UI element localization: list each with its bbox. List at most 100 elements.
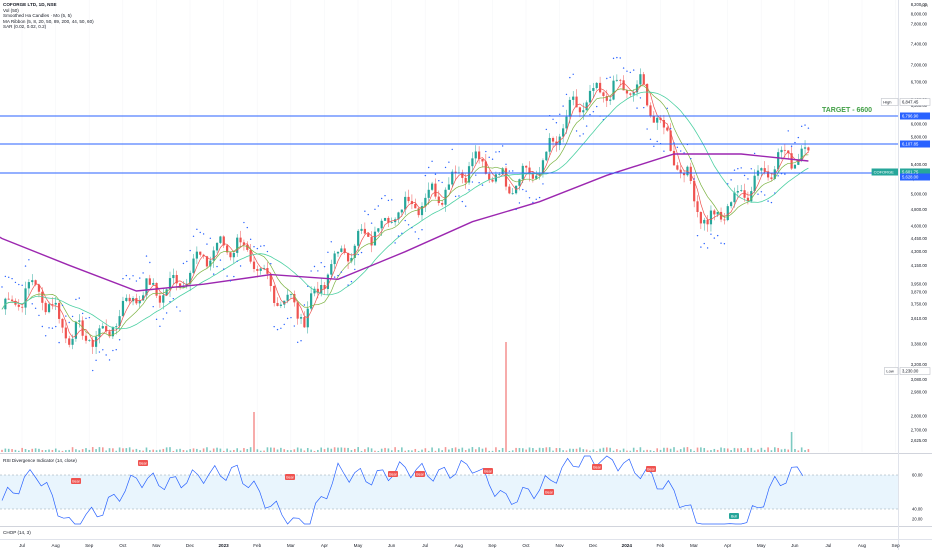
candle-body xyxy=(750,191,753,202)
time-tick: Jul xyxy=(19,543,25,548)
candle-body xyxy=(219,236,222,243)
volume-bar xyxy=(807,449,810,452)
volume-bar xyxy=(179,448,181,452)
volume-bar xyxy=(192,448,195,452)
sar-dot xyxy=(280,327,282,330)
volume-bar xyxy=(767,447,769,452)
price-axis[interactable]: 8,200.00 8,000.00 7,800.00 7,400.00 7,000.00… xyxy=(911,2,928,443)
candle-body xyxy=(209,260,212,267)
candle-body xyxy=(142,295,145,301)
sar-dot xyxy=(666,107,668,109)
sar-dot xyxy=(643,106,645,109)
time-tick: Nov xyxy=(152,543,161,548)
time-tick: Jul xyxy=(825,543,831,548)
sar-dot xyxy=(380,197,383,200)
sar-dot xyxy=(538,196,541,199)
volume-bar xyxy=(397,450,400,452)
volume-bar xyxy=(380,448,383,452)
legend-ma-ribbon[interactable]: MA Ribbon (5, 8, 20, 50, 89, 200, 44, 50… xyxy=(3,18,94,24)
sar-dot xyxy=(233,275,235,278)
candle-body xyxy=(10,299,14,301)
volume-bar xyxy=(642,450,645,452)
volume-bar xyxy=(797,450,800,452)
volume-bar xyxy=(619,450,622,452)
volume-bar xyxy=(118,447,121,452)
volume-bar xyxy=(663,447,665,452)
time-tick: Oct xyxy=(119,543,127,548)
volume-bar xyxy=(653,450,655,452)
volume-bar xyxy=(374,450,376,452)
volume-bar xyxy=(565,450,568,452)
sar-dot xyxy=(128,278,131,280)
candle-body xyxy=(259,268,262,271)
candle-body xyxy=(545,151,548,161)
candle-body xyxy=(602,92,605,96)
candle-body xyxy=(666,127,669,131)
volume-bar xyxy=(612,450,615,452)
volume-bar xyxy=(673,447,675,452)
volume-bar xyxy=(132,449,134,452)
sar-dot xyxy=(552,118,554,120)
candle-body xyxy=(303,317,306,328)
sar-dot xyxy=(179,310,181,312)
rsi-line xyxy=(1,455,804,525)
sar-dot xyxy=(165,312,168,314)
sar-dot xyxy=(55,325,57,328)
candle-body xyxy=(111,326,114,337)
chop-title[interactable]: CHOP (14, 3) xyxy=(3,530,31,535)
candle-body xyxy=(370,236,373,246)
volume-bar xyxy=(293,449,296,452)
price-tick: 7,800.00 xyxy=(911,21,928,26)
volume-bar xyxy=(142,450,144,452)
candle-body xyxy=(118,316,121,327)
volume-bar xyxy=(41,450,44,452)
time-axis[interactable]: Jul Aug Sep Oct Nov Dec 2023 Feb Mar Apr May Jun Jul… xyxy=(19,543,900,548)
volume-bar xyxy=(713,448,716,452)
candle-body xyxy=(373,231,377,246)
volume-bar xyxy=(774,447,776,452)
volume-bar xyxy=(582,449,585,452)
sar-dot xyxy=(18,283,20,286)
ma-8-line xyxy=(1,85,809,337)
candle-body xyxy=(669,130,672,151)
time-tick: May xyxy=(354,543,363,548)
candle-body xyxy=(108,331,111,337)
rsi-title[interactable]: RSI Divergence Indicator (14, close) xyxy=(3,458,77,463)
sar-dot xyxy=(757,193,759,195)
time-tick: Aug xyxy=(52,543,61,548)
candle-body xyxy=(488,173,491,180)
volume-bar xyxy=(239,450,242,452)
rsi-tick: 40.00 xyxy=(912,507,923,512)
price-tick: 4,450.00 xyxy=(911,236,928,241)
legend-ha-candles[interactable]: Smoothed Ha Candles · Mo (5, 5) xyxy=(3,13,72,19)
sar-dot xyxy=(202,233,205,235)
volume-bar xyxy=(85,448,87,452)
sar-dot xyxy=(532,201,534,204)
volume-bar xyxy=(78,450,81,452)
volume-bar xyxy=(354,448,356,452)
volume-bar xyxy=(585,449,588,452)
candle-body xyxy=(229,252,232,258)
candle-body xyxy=(427,189,430,198)
sar-dot xyxy=(28,259,30,261)
legend-volume[interactable]: Vol (50) xyxy=(3,7,19,13)
time-tick: 2024 xyxy=(622,543,633,548)
candle-body xyxy=(195,251,198,259)
volume-bar xyxy=(737,448,739,452)
sar-dot xyxy=(357,253,359,256)
volume-bar xyxy=(495,447,497,452)
candle-body xyxy=(679,169,682,174)
legend-sar[interactable]: SAR (0.02, 0.02, 0.2) xyxy=(3,24,47,30)
volume-bar xyxy=(280,447,282,452)
price-pane[interactable] xyxy=(0,0,898,452)
price-tick: 3,610.00 xyxy=(911,316,928,321)
rsi-band xyxy=(0,475,898,509)
volume-bar xyxy=(424,448,427,452)
volume-bar xyxy=(360,450,363,452)
sar-dot xyxy=(296,341,299,344)
symbol-title[interactable]: COFORGE LTD, 1D, NSE xyxy=(3,2,57,7)
sar-dot xyxy=(108,359,111,361)
volume-bar xyxy=(411,450,413,452)
volume-bar xyxy=(434,450,437,452)
